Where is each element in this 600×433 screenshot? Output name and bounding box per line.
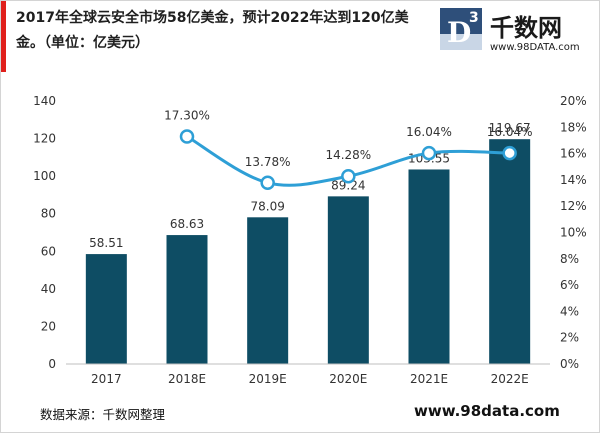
- x-tick-label: 2021E: [410, 372, 448, 386]
- y-right-tick-label: 18%: [560, 120, 587, 134]
- y-right-tick-label: 0%: [560, 357, 579, 371]
- bar-data-label: 78.09: [250, 199, 284, 213]
- line-point: [502, 145, 517, 161]
- line-point: [260, 175, 275, 191]
- data-source-note: 数据来源：千数网整理: [40, 407, 166, 422]
- line-point: [179, 129, 195, 144]
- bar: [247, 217, 289, 364]
- y-left-tick-label: 60: [41, 244, 56, 258]
- bar: [489, 139, 531, 364]
- line-point: [421, 145, 437, 161]
- y-left-tick-label: 0: [48, 357, 56, 371]
- x-tick-label: 2018E: [168, 372, 206, 386]
- y-left-tick-label: 80: [41, 207, 56, 221]
- y-left-tick-label: 40: [41, 282, 56, 296]
- y-right-tick-label: 14%: [560, 173, 587, 187]
- line-data-label: 16.04%: [406, 125, 452, 139]
- y-right-tick-label: 6%: [560, 278, 579, 292]
- logo-badge-letter: D: [447, 16, 471, 49]
- line-data-label: 13.78%: [245, 155, 291, 169]
- y-right-tick-label: 10%: [560, 226, 587, 240]
- line-data-label: 14.28%: [325, 148, 371, 162]
- logo-badge-digit: 3: [469, 10, 479, 26]
- bar-data-label: 119.67: [489, 121, 531, 135]
- x-tick-label: 2019E: [249, 372, 287, 386]
- bar-data-label: 58.51: [89, 236, 123, 250]
- logo-url-text: www.98DATA.com: [490, 42, 580, 53]
- website-url: www.98data.com: [414, 402, 560, 420]
- y-left-tick-label: 140: [33, 94, 56, 108]
- site-logo: D 3 千数网 www.98DATA.com: [440, 8, 580, 53]
- y-right-tick-label: 4%: [560, 304, 579, 318]
- x-tick-label: 2022E: [491, 372, 529, 386]
- line-data-label: 16.04%: [487, 125, 533, 139]
- line-point: [341, 168, 356, 184]
- bar: [408, 169, 450, 364]
- bar-data-label: 68.63: [170, 217, 204, 231]
- x-tick-label: 2020E: [329, 372, 367, 386]
- bar: [166, 235, 208, 364]
- title-accent-bar: [0, 0, 6, 72]
- bar: [327, 196, 369, 364]
- y-left-tick-label: 120: [33, 132, 56, 146]
- x-tick-label: 2017: [91, 372, 122, 386]
- line-data-label: 17.30%: [164, 109, 210, 123]
- y-right-tick-label: 12%: [560, 199, 587, 213]
- bar-data-label: 89.24: [331, 178, 365, 192]
- y-right-tick-label: 16%: [560, 147, 587, 161]
- chart-title: 2017年全球云安全市场58亿美金，预计2022年达到120亿美金。（单位：亿美…: [16, 10, 409, 51]
- y-left-tick-label: 20: [41, 319, 56, 333]
- logo-brand-text: 千数网: [490, 14, 562, 42]
- y-right-tick-label: 20%: [560, 94, 587, 108]
- y-right-tick-label: 8%: [560, 252, 579, 266]
- y-right-tick-label: 2%: [560, 331, 579, 345]
- bar: [85, 254, 127, 364]
- y-left-tick-label: 100: [33, 169, 56, 183]
